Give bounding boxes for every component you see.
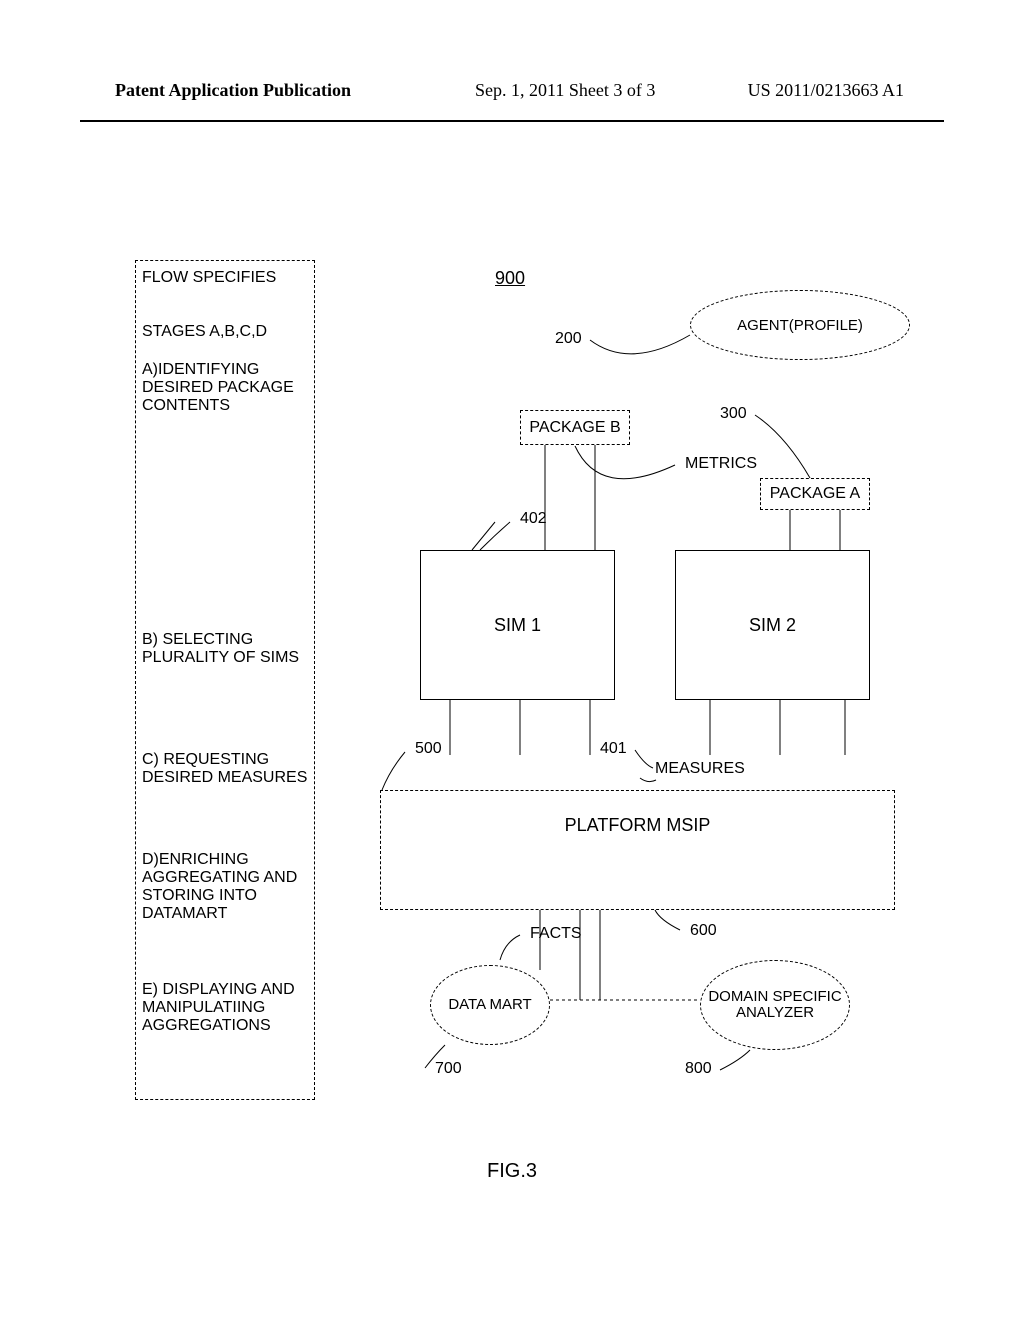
analyzer-label: DOMAIN SPECIFIC ANALYZER bbox=[701, 989, 849, 1022]
analyzer-node: DOMAIN SPECIFIC ANALYZER bbox=[700, 960, 850, 1050]
package-b-label: PACKAGE B bbox=[529, 419, 620, 437]
figure-caption: FIG.3 bbox=[0, 1160, 1024, 1183]
ref-500: 500 bbox=[415, 740, 442, 758]
ref-600: 600 bbox=[690, 922, 717, 940]
sim2-label: SIM 2 bbox=[749, 615, 796, 636]
ref-900: 900 bbox=[495, 268, 525, 289]
stages-list-label: STAGES A,B,C,D bbox=[142, 323, 308, 341]
facts-label: FACTS bbox=[530, 925, 582, 943]
figure-diagram: FLOW SPECIFIES STAGES A,B,C,D A)IDENTIFY… bbox=[100, 260, 920, 1130]
platform-msip-label: PLATFORM MSIP bbox=[565, 815, 711, 836]
package-a-label: PACKAGE A bbox=[770, 485, 860, 503]
header-rule bbox=[80, 120, 944, 122]
package-a-node: PACKAGE A bbox=[760, 478, 870, 510]
data-mart-label: DATA MART bbox=[448, 997, 531, 1014]
sim1-node: SIM 1 bbox=[420, 550, 615, 700]
platform-msip-node: PLATFORM MSIP bbox=[380, 790, 895, 910]
page-header: Patent Application Publication Sep. 1, 2… bbox=[0, 80, 1024, 110]
metrics-label: METRICS bbox=[685, 455, 757, 473]
measures-label: MEASURES bbox=[655, 760, 745, 778]
ref-300: 300 bbox=[720, 405, 747, 423]
header-center: Sep. 1, 2011 Sheet 3 of 3 bbox=[475, 80, 655, 101]
flow-specifies-label: FLOW SPECIFIES bbox=[142, 269, 308, 287]
ref-800: 800 bbox=[685, 1060, 712, 1078]
stage-d-label: D)ENRICHING AGGREGATING AND STORING INTO… bbox=[142, 851, 308, 923]
ref-700: 700 bbox=[435, 1060, 462, 1078]
agent-profile-label: AGENT(PROFILE) bbox=[737, 317, 863, 334]
ref-401: 401 bbox=[600, 740, 627, 758]
stages-panel: FLOW SPECIFIES STAGES A,B,C,D A)IDENTIFY… bbox=[135, 260, 315, 1100]
ref-200: 200 bbox=[555, 330, 582, 348]
package-b-node: PACKAGE B bbox=[520, 410, 630, 445]
stage-c-label: C) REQUESTING DESIRED MEASURES bbox=[142, 751, 308, 787]
stage-a-label: A)IDENTIFYING DESIRED PACKAGE CONTENTS bbox=[142, 361, 308, 415]
stage-e-label: E) DISPLAYING AND MANIPULATIING AGGREGAT… bbox=[142, 981, 308, 1035]
sim1-label: SIM 1 bbox=[494, 615, 541, 636]
header-right: US 2011/0213663 A1 bbox=[748, 80, 904, 101]
agent-profile-node: AGENT(PROFILE) bbox=[690, 290, 910, 360]
stage-b-label: B) SELECTING PLURALITY OF SIMS bbox=[142, 631, 308, 667]
sim2-node: SIM 2 bbox=[675, 550, 870, 700]
data-mart-node: DATA MART bbox=[430, 965, 550, 1045]
header-left: Patent Application Publication bbox=[115, 80, 351, 101]
ref-402: 402 bbox=[520, 510, 547, 528]
